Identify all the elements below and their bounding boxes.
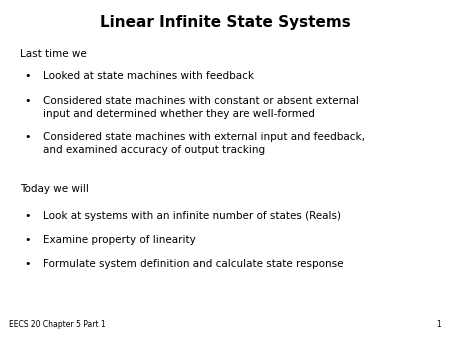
- Text: •: •: [25, 71, 31, 81]
- Text: Considered state machines with constant or absent external
input and determined : Considered state machines with constant …: [43, 96, 359, 119]
- Text: Looked at state machines with feedback: Looked at state machines with feedback: [43, 71, 254, 81]
- Text: •: •: [25, 96, 31, 106]
- Text: Examine property of linearity: Examine property of linearity: [43, 235, 195, 245]
- Text: Linear Infinite State Systems: Linear Infinite State Systems: [99, 15, 351, 30]
- Text: Look at systems with an infinite number of states (Reals): Look at systems with an infinite number …: [43, 211, 341, 221]
- Text: EECS 20 Chapter 5 Part 1: EECS 20 Chapter 5 Part 1: [9, 319, 106, 329]
- Text: Today we will: Today we will: [20, 184, 89, 194]
- Text: Last time we: Last time we: [20, 49, 87, 59]
- Text: 1: 1: [436, 319, 441, 329]
- Text: Formulate system definition and calculate state response: Formulate system definition and calculat…: [43, 259, 343, 269]
- Text: •: •: [25, 132, 31, 142]
- Text: Considered state machines with external input and feedback,
and examined accurac: Considered state machines with external …: [43, 132, 365, 154]
- Text: •: •: [25, 259, 31, 269]
- Text: •: •: [25, 211, 31, 221]
- Text: •: •: [25, 235, 31, 245]
